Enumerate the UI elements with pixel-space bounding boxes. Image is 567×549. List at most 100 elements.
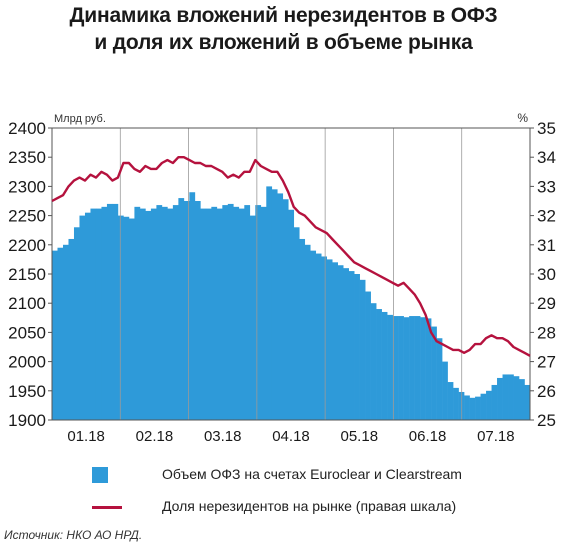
- bar: [343, 268, 349, 420]
- right-tick-label: 26: [537, 382, 556, 401]
- bar: [277, 193, 284, 420]
- bar: [387, 314, 393, 420]
- bar: [326, 259, 333, 420]
- bar: [128, 218, 135, 420]
- bar: [123, 216, 130, 420]
- bar: [238, 208, 245, 420]
- bar: [194, 201, 201, 420]
- bar: [150, 208, 157, 420]
- bar: [139, 208, 146, 420]
- bar: [332, 262, 338, 420]
- bar: [112, 203, 119, 420]
- chart-title: Динамика вложений нерезидентов в ОФЗ и д…: [0, 2, 567, 56]
- bar: [508, 374, 514, 420]
- bar: [370, 303, 377, 420]
- legend-bar-label: Объем ОФЗ на счетах Euroclear и Clearstr…: [162, 466, 462, 482]
- bar: [381, 311, 388, 420]
- bar: [183, 201, 190, 420]
- bar: [227, 203, 234, 420]
- bar: [365, 291, 371, 420]
- bar: [464, 395, 470, 420]
- x-tick-label: 03.18: [204, 428, 242, 445]
- bar: [409, 316, 415, 420]
- bar: [90, 208, 97, 420]
- left-tick-label: 2000: [8, 353, 46, 372]
- bar: [486, 390, 492, 420]
- bar: [524, 384, 531, 420]
- bar: [337, 265, 344, 420]
- bar: [403, 317, 410, 420]
- left-tick-label: 2300: [8, 177, 46, 196]
- bar: [68, 238, 75, 420]
- bar: [480, 393, 487, 420]
- left-tick-label: 2050: [8, 323, 46, 342]
- bar: [491, 384, 498, 420]
- right-tick-label: 25: [537, 411, 556, 430]
- x-tick-label: 01.18: [67, 428, 105, 445]
- bar: [178, 198, 185, 420]
- bar: [244, 205, 251, 420]
- bar: [101, 206, 108, 420]
- bar: [216, 208, 223, 420]
- bar: [497, 377, 503, 420]
- bar: [376, 309, 382, 420]
- bar: [156, 205, 163, 420]
- right-tick-label: 29: [537, 294, 556, 313]
- bar: [249, 215, 256, 420]
- bar: [469, 397, 476, 420]
- bar: [519, 379, 525, 420]
- bar: [62, 244, 69, 420]
- right-tick-label: 28: [537, 323, 556, 342]
- bar: [431, 326, 437, 420]
- bar: [420, 317, 426, 420]
- x-tick-label: 05.18: [341, 428, 379, 445]
- bar: [392, 316, 399, 420]
- bar: [359, 279, 366, 420]
- bar: [513, 376, 520, 420]
- left-tick-label: 1900: [8, 411, 46, 430]
- chart-area: 1900 1950 2000 2050 2100 2150 2200 2250 2300 2350…: [8, 111, 556, 445]
- legend-bar-swatch: [92, 467, 108, 483]
- bar: [260, 206, 267, 420]
- x-tick-label: 02.18: [136, 428, 174, 445]
- left-tick-label: 2250: [8, 207, 46, 226]
- bar: [271, 189, 278, 420]
- bar: [211, 206, 218, 420]
- bar: [73, 227, 80, 420]
- bar: [95, 208, 102, 420]
- right-tick-label: 34: [537, 148, 556, 167]
- bar: [447, 382, 454, 420]
- bar: [502, 374, 509, 420]
- bar: [425, 318, 432, 420]
- bar: [205, 208, 212, 420]
- left-tick-label: 2350: [8, 148, 46, 167]
- bar: [315, 253, 322, 420]
- bar: [200, 208, 207, 420]
- bar: [304, 244, 311, 420]
- bar: [255, 205, 262, 420]
- bar: [348, 271, 355, 420]
- bar: [172, 205, 179, 420]
- bar: [321, 256, 328, 420]
- bar: [288, 209, 295, 420]
- bar: [222, 205, 229, 420]
- bar: [266, 186, 273, 420]
- left-tick-label: 2400: [8, 119, 46, 138]
- share-line: [51, 156, 531, 357]
- right-axis-unit: %: [517, 111, 528, 125]
- bar: [161, 206, 168, 420]
- bar: [79, 215, 86, 420]
- title-line-2: и доля их вложений в объеме рынка: [94, 31, 473, 54]
- bar: [134, 206, 141, 420]
- bar: [84, 212, 91, 420]
- x-tick-label: 07.18: [477, 428, 515, 445]
- bar: [299, 238, 306, 420]
- bar: [282, 199, 289, 420]
- x-tick-label: 04.18: [272, 428, 310, 445]
- right-tick-label: 35: [537, 119, 556, 138]
- bar: [398, 316, 404, 420]
- bar: [414, 316, 421, 420]
- bar: [475, 396, 481, 420]
- legend-line-label: Доля нерезидентов на рынке (правая шкала…: [162, 498, 457, 514]
- bar: [106, 203, 113, 420]
